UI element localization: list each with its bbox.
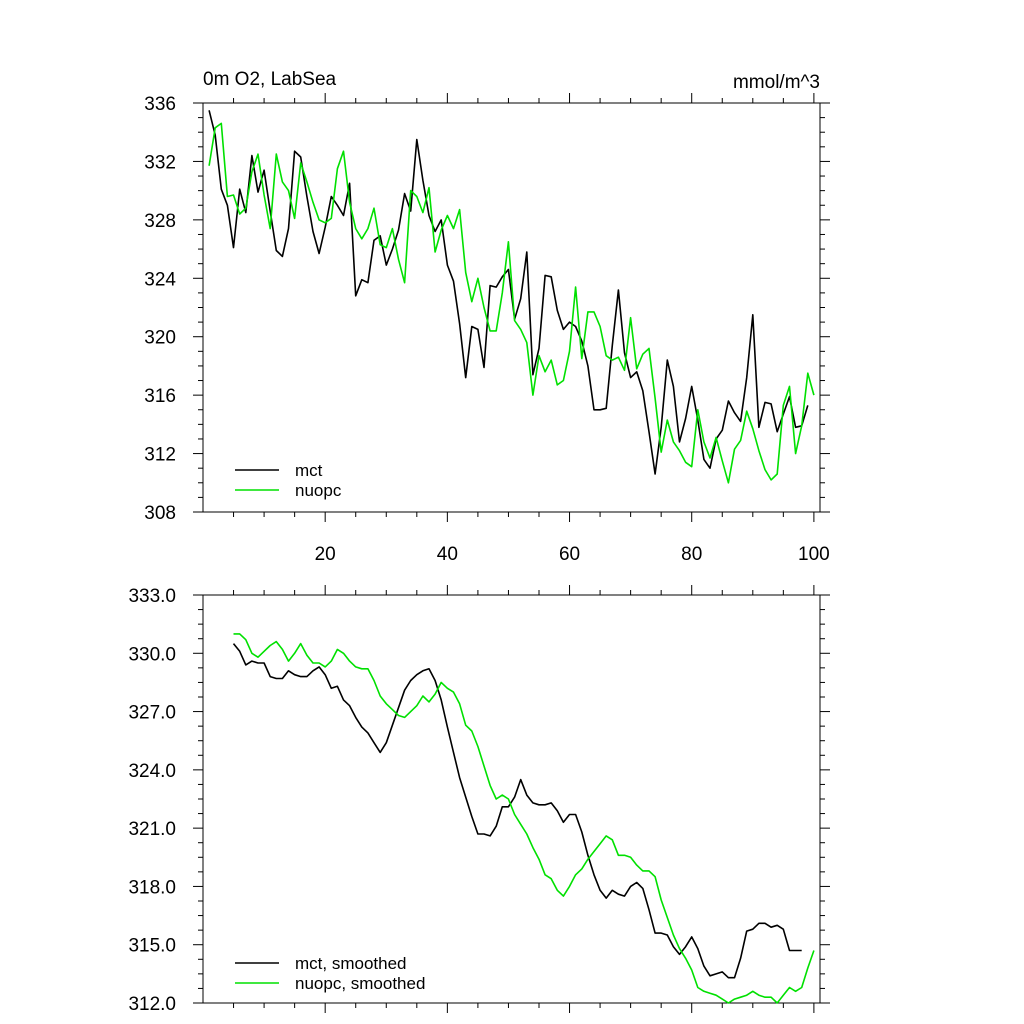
x-tick-label: 40 bbox=[437, 544, 458, 565]
chart-2: 312.0 315.0 318.0 321.0 324.0 327.0 330.0 333.0… bbox=[128, 585, 830, 1015]
y-tick-label: 316 bbox=[144, 386, 176, 407]
series-line-primary bbox=[232, 643, 802, 979]
legend-label: mct bbox=[295, 461, 323, 480]
chart-1: 308 312 316 320 324 328 332 336 20 40 60 80 100 0m O2… bbox=[144, 69, 830, 565]
y-tick-label: 336 bbox=[144, 94, 176, 115]
y-tick-label: 328 bbox=[144, 211, 176, 232]
y-tick-label: 308 bbox=[144, 503, 176, 524]
x-tick-label: 60 bbox=[559, 544, 580, 565]
plot-frame bbox=[202, 594, 821, 1004]
y-tick-label: 312.0 bbox=[128, 994, 176, 1015]
legend-label: nuopc bbox=[295, 481, 342, 500]
y-tick-label: 324 bbox=[144, 269, 176, 290]
y-tick-label: 315.0 bbox=[128, 936, 176, 957]
legend-label: nuopc, smoothed bbox=[295, 974, 425, 993]
plot-frame bbox=[202, 102, 821, 513]
units-label: mmol/m^3 bbox=[733, 72, 820, 93]
y-tick-label: 333.0 bbox=[128, 586, 176, 607]
series-line-secondary bbox=[233, 633, 815, 1004]
y-tick-label: 330.0 bbox=[128, 644, 176, 665]
series-line-primary bbox=[208, 110, 809, 475]
y-tick-label: 320 bbox=[144, 328, 176, 349]
x-tick-label: 20 bbox=[315, 544, 336, 565]
legend-label: mct, smoothed bbox=[295, 954, 407, 973]
chart-title: 0m O2, LabSea bbox=[203, 69, 337, 90]
series-line-secondary bbox=[208, 122, 815, 484]
x-tick-label: 80 bbox=[681, 544, 702, 565]
y-tick-label: 318.0 bbox=[128, 877, 176, 898]
x-tick-label: 100 bbox=[798, 544, 830, 565]
y-tick-label: 312 bbox=[144, 445, 176, 466]
y-tick-label: 321.0 bbox=[128, 819, 176, 840]
y-tick-label: 324.0 bbox=[128, 761, 176, 782]
y-tick-label: 332 bbox=[144, 152, 176, 173]
y-tick-label: 327.0 bbox=[128, 703, 176, 724]
